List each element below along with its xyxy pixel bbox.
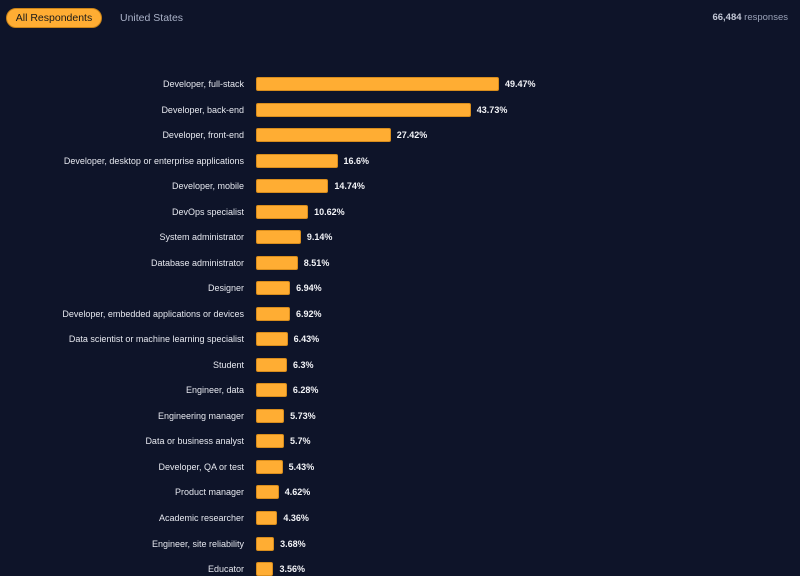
category-label: Student <box>212 359 244 370</box>
category-label: Engineer, site reliability <box>151 538 244 549</box>
value-label: 9.14% <box>306 232 333 243</box>
category-label: Engineer, data <box>185 385 244 396</box>
bar <box>256 179 329 194</box>
value-label: 6.28% <box>292 385 319 396</box>
value-label: 5.43% <box>288 461 315 472</box>
value-label: 8.51% <box>303 257 330 268</box>
category-label: Academic researcher <box>158 513 244 523</box>
value-label: 5.73% <box>290 410 316 421</box>
bar <box>256 511 278 525</box>
value-label: 4.36% <box>283 513 309 523</box>
bar <box>256 408 285 423</box>
bar <box>256 536 275 551</box>
category-label: Developer, front-end <box>162 130 244 141</box>
value-label: 10.62% <box>314 206 345 217</box>
response-count: 66,484 responses <box>712 8 788 28</box>
bar <box>256 562 274 576</box>
value-label: 6.94% <box>296 283 322 294</box>
bar <box>256 332 288 347</box>
bar <box>256 255 298 270</box>
category-label: Developer, embedded applications or devi… <box>62 308 244 319</box>
tab-united-states[interactable]: United States <box>120 12 184 24</box>
category-label: Developer, desktop or enterprise applica… <box>63 155 244 166</box>
category-label: Database administrator <box>150 257 244 268</box>
value-label: 14.74% <box>334 181 365 192</box>
value-label: 27.42% <box>396 130 428 141</box>
bar <box>256 281 291 296</box>
bar <box>256 383 287 398</box>
category-label: Educator <box>207 564 244 575</box>
bar <box>256 434 284 449</box>
bar <box>256 459 283 474</box>
value-label: 49.47% <box>505 79 536 89</box>
value-label: 43.73% <box>476 104 508 115</box>
category-label: Engineering manager <box>157 410 244 421</box>
value-label: 6.3% <box>292 359 314 370</box>
value-label: 16.6% <box>343 155 370 166</box>
response-count-number: 66,484 <box>712 12 742 23</box>
category-label: Data or business analyst <box>145 436 244 447</box>
value-label: 4.62% <box>284 487 311 498</box>
bar <box>256 102 471 117</box>
bar <box>256 485 279 500</box>
value-label: 6.43% <box>293 334 320 345</box>
value-label: 6.92% <box>295 308 322 319</box>
value-label: 3.56% <box>279 564 306 575</box>
value-label: 5.7% <box>289 436 311 447</box>
bar <box>256 153 338 168</box>
value-label: 3.68% <box>280 538 306 549</box>
bar <box>256 306 290 321</box>
category-label: DevOps specialist <box>171 206 244 217</box>
tab-all-respondents[interactable]: All Respondents <box>6 8 102 28</box>
category-label: Developer, full-stack <box>162 79 244 89</box>
category-label: Data scientist or machine learning speci… <box>68 334 244 345</box>
response-count-label: responses <box>744 12 788 23</box>
category-label: Developer, QA or test <box>158 461 244 472</box>
bar <box>256 230 301 245</box>
category-label: Developer, back-end <box>161 104 244 115</box>
bar <box>256 128 391 143</box>
bar <box>256 204 309 219</box>
category-label: Developer, mobile <box>171 181 244 192</box>
category-label: System administrator <box>159 232 244 243</box>
category-label: Designer <box>207 283 244 294</box>
category-label: Product manager <box>174 487 244 498</box>
bar <box>256 77 499 91</box>
bar <box>256 357 287 372</box>
